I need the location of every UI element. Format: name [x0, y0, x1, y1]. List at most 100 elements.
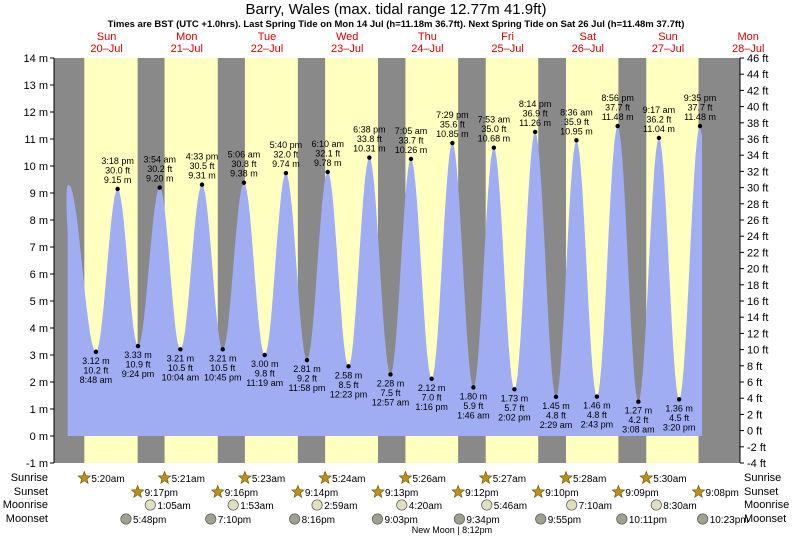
tide-label-line: 1.27 m [625, 406, 653, 416]
tide-label-line: 10.85 m [436, 129, 469, 139]
tide-point-marker [615, 123, 620, 129]
moonset-entry: 8:16pm [289, 513, 335, 526]
tide-point-marker [512, 387, 517, 392]
day-date: 27–Jul [652, 43, 684, 55]
low-tide-label: 3.12 m10.2 ft8:48 am [80, 356, 113, 385]
moonrise-time: 7:10am [579, 501, 612, 512]
row-label: Sunrise [744, 472, 781, 484]
low-tide-label: 3.33 m10.9 ft9:24 pm [122, 350, 155, 379]
tide-point-marker [178, 347, 183, 352]
moonrise-entry: 2:59am [311, 499, 357, 512]
tide-label-line: 1.73 m [501, 393, 529, 403]
sunset-time: 9:09pm [625, 488, 658, 499]
sunrise-time: 5:26am [412, 474, 445, 485]
moonrise-icon [311, 499, 323, 511]
tide-label-line: 10:45 pm [204, 372, 242, 382]
tide-point-marker [574, 138, 579, 143]
day-of-week: Thu [418, 31, 437, 43]
tide-label-line: 2.12 m [418, 383, 446, 393]
low-tide-label: 1.36 m4.5 ft3:20 pm [663, 403, 696, 432]
moonset-time: 10:23pm [710, 515, 749, 526]
tide-label-line: 8:48 am [80, 375, 113, 385]
left-tick-label: 12 m [24, 107, 48, 119]
tide-label-line: 3:20 pm [663, 422, 696, 432]
tide-label-line: 8:14 pm [519, 99, 552, 109]
right-tick-label: 26 ft [747, 215, 768, 227]
sun-icon [210, 484, 225, 498]
right-tick-label: 18 ft [747, 280, 768, 292]
tide-point-marker [346, 364, 351, 369]
tide-label-line: 7.0 ft [422, 392, 443, 402]
row-label: Sunset [14, 486, 48, 498]
left-tick-label: 7 m [30, 242, 48, 254]
tide-label-line: 10:04 am [162, 372, 200, 382]
left-tick-label: 11 m [24, 134, 48, 146]
tide-label-line: 30.8 ft [231, 159, 257, 169]
tide-label-line: 9.78 m [314, 158, 342, 168]
sun-icon [451, 484, 466, 498]
left-tick-label: 5 m [30, 296, 48, 308]
right-tick-label: 14 ft [747, 312, 768, 324]
right-tick-label: 6 ft [747, 377, 762, 389]
tide-label-line: 2.28 m [377, 378, 405, 388]
tide-label-line: 9.2 ft [297, 374, 318, 384]
left-tick-label: -1 m [26, 458, 48, 470]
sunset-entry: 9:09pm [611, 484, 659, 499]
sunrise-entry: 5:23am [237, 470, 285, 485]
moonrise-entry: 7:10am [566, 499, 612, 512]
tide-point-marker [93, 349, 99, 354]
right-tick-label: -2 ft [747, 442, 766, 454]
moonset-entry: 10:23pm [697, 513, 749, 526]
left-tick-label: 13 m [24, 80, 48, 92]
tide-label-line: 30.2 ft [147, 164, 173, 174]
right-tick-label: 46 ft [747, 53, 768, 65]
sunrise-time: 5:24am [332, 474, 365, 485]
moonset-time: 7:10pm [218, 515, 251, 526]
moonset-entry: 9:34pm [453, 513, 500, 526]
left-tick-label: 6 m [30, 269, 48, 281]
right-tick-label: 8 ft [747, 361, 762, 373]
tide-point-marker [676, 397, 682, 402]
tide-label-line: 35.0 ft [481, 124, 507, 134]
tide-point-marker [157, 185, 162, 190]
sun-icon [639, 470, 654, 484]
tide-label-line: 9:24 pm [122, 369, 155, 379]
moonset-entry: 10:11pm [616, 513, 667, 526]
tide-label-line: 32.1 ft [315, 148, 341, 158]
moonset-entry: 5:48pm [120, 513, 166, 526]
day-of-week: Mon [737, 31, 758, 43]
sunset-time: 9:16pm [225, 488, 258, 499]
day-headers: Sun20–JulMon21–JulTue22–JulWed23–JulThu2… [90, 31, 764, 55]
right-axis: 46 ft 44 ft 42 ft 40 ft 38 ft 36 ft 34 ft 32 ft… [739, 53, 768, 470]
sun-icon [237, 470, 252, 484]
tide-label-line: 11:58 pm [289, 383, 326, 393]
tide-label-line: 8:36 am [560, 107, 593, 117]
right-tick-label: 16 ft [747, 296, 768, 308]
tide-label-line: 9:35 pm [684, 93, 717, 103]
moonrise-time: 8:30am [663, 501, 696, 512]
sun-icon [290, 484, 305, 498]
tide-area [66, 126, 702, 436]
sun-moon-rows: 5:20am 5:21am 5:23am 5:24am 5:26am 5:27am 5:28… [77, 470, 749, 526]
sun-icon [478, 470, 493, 484]
tide-point-marker [697, 123, 703, 129]
right-tick-label: 10 ft [747, 345, 768, 357]
new-moon-label: New Moon | 8:12pm [412, 525, 492, 535]
moonrise-entry: 8:30am [650, 499, 697, 512]
day-of-week: Fri [501, 31, 514, 43]
low-tide-label: 1.27 m4.2 ft3:08 am [622, 406, 655, 435]
tide-label-line: 8:56 pm [601, 93, 634, 103]
moonset-time: 5:48pm [133, 515, 166, 526]
tide-label-line: 36.9 ft [523, 108, 549, 118]
day-date: 24–Jul [411, 43, 443, 55]
left-tick-label: 0 m [30, 431, 48, 443]
